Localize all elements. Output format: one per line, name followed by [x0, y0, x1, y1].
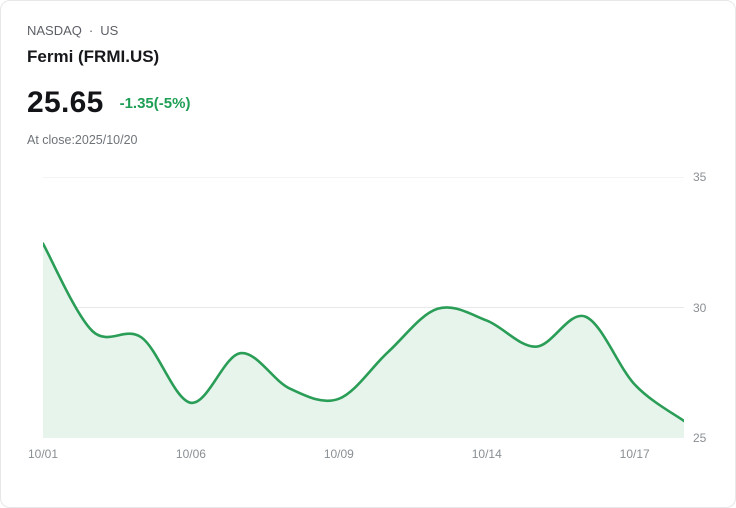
as-of-label: At close:2025/10/20 — [27, 133, 138, 147]
exchange-label: NASDAQ — [27, 23, 82, 38]
plot-area[interactable]: 35 30 25 — [43, 170, 706, 445]
x-axis-tick-label: 10/06 — [175, 447, 206, 461]
exchange-row: NASDAQ · US — [27, 23, 709, 39]
y-axis-tick-label: 30 — [693, 300, 707, 315]
y-axis-tick-label: 35 — [693, 170, 707, 184]
price-change: -1.35(-5%) — [119, 94, 191, 112]
price-value: 25.65 — [27, 86, 104, 119]
price-line — [43, 242, 684, 423]
stock-title: Fermi (FRMI.US) — [27, 47, 160, 66]
x-axis-tick-label: 10/14 — [471, 447, 502, 461]
x-axis-tick-label: 10/09 — [323, 447, 354, 461]
region-label: US — [100, 23, 119, 38]
price-chart[interactable]: 35 30 25 10/01 10/06 10/09 10/14 10/17 — [28, 170, 706, 462]
chart-svg[interactable] — [43, 177, 684, 438]
x-axis-labels: 10/01 10/06 10/09 10/14 10/17 — [28, 447, 684, 462]
y-axis-tick-label: 25 — [693, 431, 707, 445]
separator-dot: · — [88, 23, 94, 38]
x-axis-tick-label: 10/01 — [27, 447, 59, 461]
x-axis-tick-label: 10/17 — [619, 447, 650, 461]
price-row: 25.65 -1.35(-5%) — [27, 88, 709, 118]
area-fill — [43, 243, 684, 438]
